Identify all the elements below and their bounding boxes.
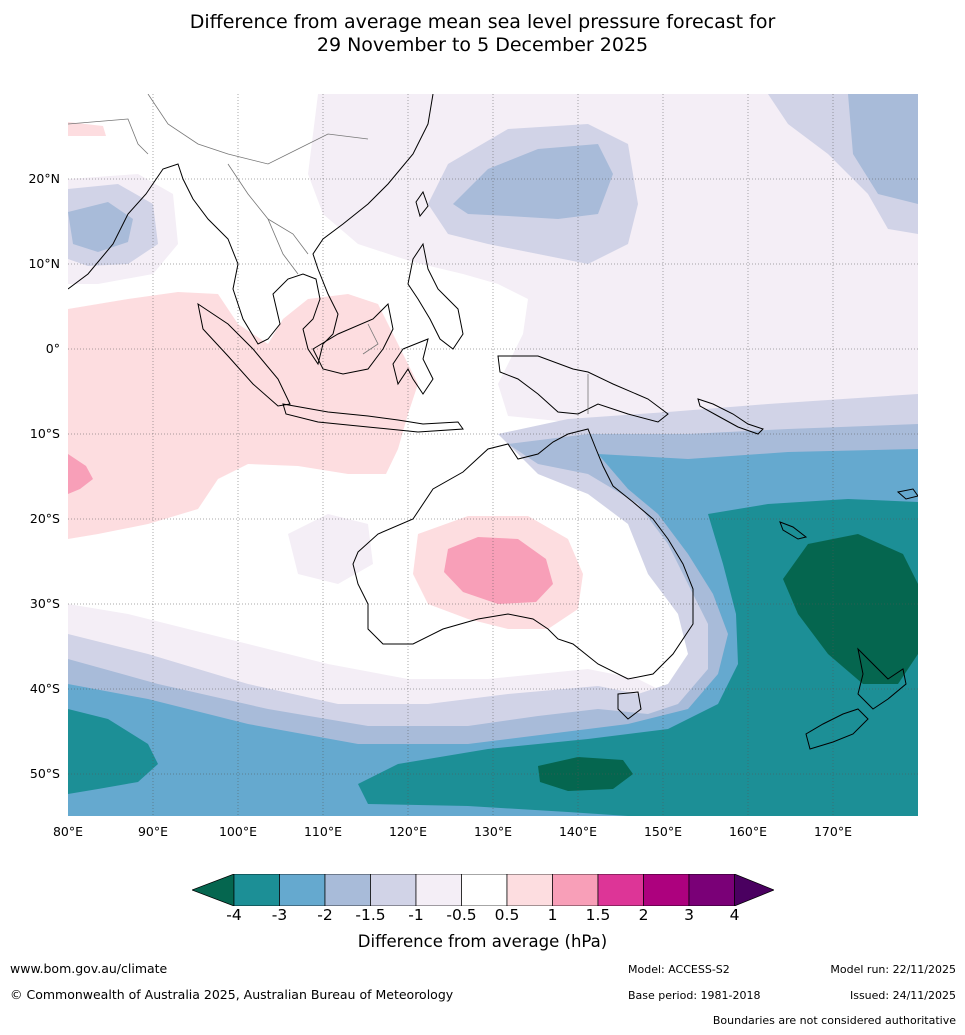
colorbar-tick-label: -0.5 [446, 906, 477, 924]
map-title-line-1: Difference from average mean sea level p… [189, 11, 776, 33]
lon-label-100e: 100°E [218, 824, 257, 839]
coastline-taiwan [415, 190, 429, 218]
model-run-info: Model run: 22/11/2025 [830, 963, 956, 976]
lat-label-50s: 50°S [29, 766, 60, 781]
colorbar-tick-label: 3 [684, 906, 694, 924]
lat-label-40s: 40°S [29, 681, 60, 696]
lat-label-20s: 20°S [29, 511, 60, 526]
coastlines [68, 94, 918, 750]
coastline-sumatra [197, 302, 291, 407]
colorbar-tick-label: 2 [638, 906, 649, 924]
coastline-nz-north [857, 647, 907, 710]
coastline-new-caledonia [779, 521, 808, 540]
lon-label-130e: 130°E [473, 824, 512, 839]
coastline-solomons [697, 398, 764, 435]
contour-neg15-ne-corner [848, 94, 918, 204]
contour-neg05-southwest-patch [288, 514, 373, 584]
coastline-java [282, 403, 464, 433]
coastline-asia [68, 94, 434, 366]
lat-label-10s: 10°S [29, 426, 60, 441]
contour-neg4-tasman [783, 534, 918, 684]
graticule [68, 94, 918, 816]
colorbar-svg [191, 873, 775, 907]
contour-pos05-nw-corner [68, 122, 106, 136]
contour-pos1-australia [444, 537, 553, 604]
lon-label-150e: 150°E [643, 824, 682, 839]
colorbar-tick-label: -4 [226, 906, 242, 924]
coastline-tasmania [617, 691, 642, 720]
lon-label-170e: 170°E [813, 824, 852, 839]
colorbar-tick-label: 1.5 [585, 906, 611, 924]
colorbar-bin-3 [370, 873, 417, 907]
map-title-line-2: 29 November to 5 December 2025 [316, 34, 649, 56]
lon-label-110e: 110°E [303, 824, 342, 839]
contour-pos05-indian-ocean [68, 292, 418, 539]
country-borders [68, 94, 589, 414]
lon-label-140e: 140°E [558, 824, 597, 839]
colorbar-below-min-arrow [191, 873, 235, 907]
colorbar [191, 873, 775, 907]
colorbar-tick-label: 0.5 [494, 906, 520, 924]
boundaries-disclaimer: Boundaries are not considered authoritat… [712, 1014, 956, 1027]
colorbar-bin-4 [415, 873, 462, 907]
contour-neg15-west [68, 202, 133, 252]
contour-pos1-west-edge [68, 454, 93, 494]
colorbar-tick-label: -2 [317, 906, 333, 924]
colorbar-bin-6 [506, 873, 553, 907]
colorbar-bin-0 [233, 873, 280, 907]
coastline-new-guinea [497, 355, 669, 423]
copyright-text: © Commonwealth of Australia 2025, Austra… [10, 987, 454, 1002]
lon-label-90e: 90°E [137, 824, 169, 839]
lat-label-10n: 10°N [28, 256, 60, 271]
colorbar-bin-5 [461, 873, 508, 907]
colorbar-tick-label: -3 [271, 906, 288, 924]
issued-info: Issued: 24/11/2025 [849, 989, 956, 1002]
model-info: Model: ACCESS-S2 [628, 963, 730, 976]
colorbar-bin-10 [688, 873, 735, 907]
map-canvas [68, 94, 918, 816]
colorbar-bin-9 [643, 873, 690, 907]
coastline-philippines [407, 242, 464, 350]
colorbar-tick-label: -1 [408, 906, 424, 924]
colorbar-tick-label: 1 [547, 906, 558, 924]
lon-label-80e: 80°E [52, 824, 84, 839]
coastline-borneo [312, 302, 394, 375]
colorbar-bin-8 [597, 873, 644, 907]
pressure-anomaly-map [68, 94, 918, 816]
lat-label-20n: 20°N [28, 171, 60, 186]
colorbar-above-max-arrow [734, 873, 775, 907]
colorbar-bin-2 [324, 873, 371, 907]
coastline-australia [352, 428, 694, 680]
colorbar-tick-label: -1.5 [355, 906, 386, 924]
contour-neg4-south [538, 757, 633, 791]
lon-label-160e: 160°E [728, 824, 767, 839]
lon-label-120e: 120°E [388, 824, 427, 839]
contour-neg15-north [453, 144, 613, 219]
base-period-info: Base period: 1981-2018 [628, 989, 761, 1002]
coastline-sulawesi [392, 338, 434, 395]
contour-neg3-west [68, 709, 158, 794]
website-link[interactable]: www.bom.gov.au/climate [10, 961, 168, 976]
legend-title: Difference from average (hPa) [357, 932, 608, 951]
coastline-fiji [896, 488, 918, 500]
colorbar-bin-1 [279, 873, 326, 907]
lat-label-30s: 30°S [29, 596, 60, 611]
lat-label-0: 0° [45, 341, 60, 356]
contour-neg3-east [358, 499, 918, 816]
colorbar-bin-7 [552, 873, 599, 907]
colorbar-tick-label: 4 [729, 906, 740, 924]
coastline-nz-south [805, 708, 869, 750]
